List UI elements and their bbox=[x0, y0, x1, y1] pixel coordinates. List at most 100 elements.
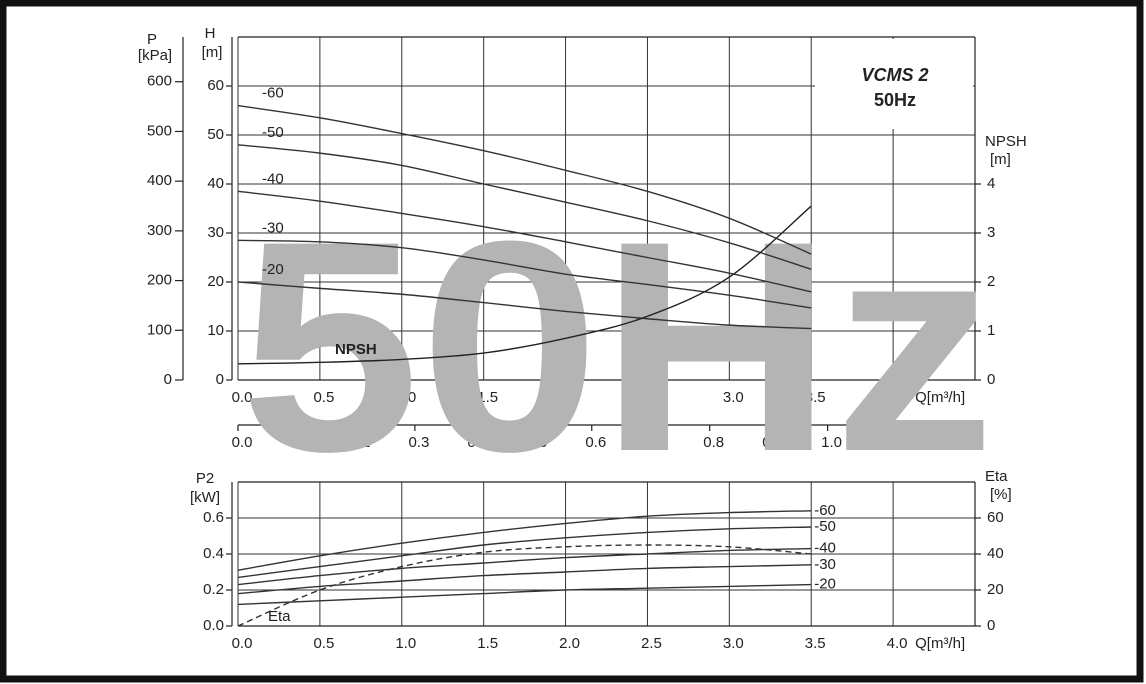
x-tick-label: 3.0 bbox=[723, 635, 744, 652]
p-tick-label: 200 bbox=[147, 272, 172, 289]
y-tick-label: 0 bbox=[216, 371, 224, 388]
series-label: -50 bbox=[262, 124, 284, 141]
x-tick-label: 0.0 bbox=[232, 389, 253, 406]
y2-axis-label: Eta bbox=[985, 468, 1008, 485]
x2-tick-label: 0.1 bbox=[291, 434, 312, 451]
x-tick-label: 1.0 bbox=[395, 389, 416, 406]
y2-tick-label: 3 bbox=[987, 224, 995, 241]
y2-axis-unit: [%] bbox=[990, 486, 1012, 503]
x-axis-label: Q[m³/h] bbox=[915, 635, 965, 652]
curve bbox=[237, 564, 812, 595]
series-label: -20 bbox=[262, 261, 284, 278]
x-tick-label: 1.5 bbox=[477, 389, 498, 406]
series-label: -60 bbox=[262, 85, 284, 102]
y2-tick-label: 0 bbox=[987, 617, 995, 634]
y-axis-label: P2 bbox=[196, 470, 214, 487]
x2-tick-label: 0.2 bbox=[349, 434, 370, 451]
x2-tick-label: 0.5 bbox=[526, 434, 547, 451]
x-tick-label: 0.5 bbox=[313, 635, 334, 652]
x-tick-label: 2.0 bbox=[559, 389, 580, 406]
y-tick-label: 40 bbox=[207, 175, 224, 192]
series-label: -30 bbox=[262, 219, 284, 236]
x-tick-label: 4.0 bbox=[887, 389, 908, 406]
p-tick-label: 100 bbox=[147, 321, 172, 338]
y-tick-label: 0.0 bbox=[203, 617, 224, 634]
x2-tick-label: 0.8 bbox=[703, 434, 724, 451]
curve bbox=[237, 205, 812, 365]
curve bbox=[237, 544, 812, 627]
watermark: 50Hz bbox=[240, 178, 995, 514]
y-tick-label: 60 bbox=[207, 77, 224, 94]
x-tick-label: 0.5 bbox=[313, 389, 334, 406]
y-axis-unit: [m] bbox=[202, 44, 223, 61]
curve bbox=[237, 583, 812, 606]
curve bbox=[237, 144, 812, 270]
series-label: -40 bbox=[262, 170, 284, 187]
y2-tick-label: 4 bbox=[987, 175, 995, 192]
p-axis-unit: [kPa] bbox=[138, 47, 172, 64]
p-axis-label: P bbox=[147, 31, 157, 48]
x2-tick-label: 0.9 bbox=[762, 434, 783, 451]
series-label: -60 bbox=[814, 502, 836, 519]
y-tick-label: 0.4 bbox=[203, 545, 224, 562]
chart-subtitle: 50Hz bbox=[874, 90, 916, 110]
p-tick-label: 600 bbox=[147, 73, 172, 90]
y2-tick-label: 20 bbox=[987, 581, 1004, 598]
x2-axis-label: Q [l/S] bbox=[910, 434, 952, 451]
y2-tick-label: 2 bbox=[987, 273, 995, 290]
p-tick-label: 400 bbox=[147, 172, 172, 189]
y-tick-label: 30 bbox=[207, 224, 224, 241]
x-tick-label: 0.0 bbox=[232, 635, 253, 652]
curve bbox=[237, 190, 812, 293]
x2-tick-label: 1.1 bbox=[880, 434, 901, 451]
series-label: Eta bbox=[268, 608, 291, 625]
series-label: -50 bbox=[814, 518, 836, 535]
x2-tick-label: 0.3 bbox=[408, 434, 429, 451]
y2-axis-unit: [m] bbox=[990, 151, 1011, 168]
x-tick-label: 3.5 bbox=[805, 635, 826, 652]
curve bbox=[237, 104, 812, 255]
curve bbox=[237, 510, 812, 571]
x-tick-label: 2.5 bbox=[641, 635, 662, 652]
curve bbox=[237, 547, 812, 586]
p-tick-label: 500 bbox=[147, 122, 172, 139]
y2-tick-label: 0 bbox=[987, 371, 995, 388]
x-tick-label: 3.5 bbox=[805, 389, 826, 406]
curve bbox=[237, 526, 812, 579]
y2-tick-label: 60 bbox=[987, 509, 1004, 526]
y2-tick-label: 1 bbox=[987, 322, 995, 339]
y2-tick-label: 40 bbox=[987, 545, 1004, 562]
x2-tick-label: 0.4 bbox=[467, 434, 488, 451]
chart-title: VCMS 2 bbox=[861, 65, 928, 85]
y-tick-label: 50 bbox=[207, 126, 224, 143]
x-tick-label: 1.5 bbox=[477, 635, 498, 652]
x2-tick-label: 0.0 bbox=[232, 434, 253, 451]
series-label: -40 bbox=[814, 540, 836, 557]
series-label: -30 bbox=[814, 556, 836, 573]
p-tick-label: 0 bbox=[164, 371, 172, 388]
y-tick-label: 0.6 bbox=[203, 509, 224, 526]
x2-tick-label: 1.0 bbox=[821, 434, 842, 451]
x-tick-label: 2.0 bbox=[559, 635, 580, 652]
x-axis-label: Q[m³/h] bbox=[915, 389, 965, 406]
y-axis-unit: [kW] bbox=[190, 489, 220, 506]
series-label: NPSH bbox=[335, 341, 377, 358]
y-tick-label: 0.2 bbox=[203, 581, 224, 598]
series-label: -20 bbox=[814, 576, 836, 593]
x-tick-label: 4.0 bbox=[887, 635, 908, 652]
x2-tick-label: 0.7 bbox=[644, 434, 665, 451]
y-tick-label: 20 bbox=[207, 273, 224, 290]
y2-axis-label: NPSH bbox=[985, 133, 1027, 150]
curve bbox=[237, 281, 812, 330]
x2-tick-label: 0.6 bbox=[585, 434, 606, 451]
p-tick-label: 300 bbox=[147, 222, 172, 239]
curve bbox=[237, 239, 812, 309]
x-tick-label: 3.0 bbox=[723, 389, 744, 406]
title-box bbox=[815, 39, 973, 129]
x-tick-label: 2.5 bbox=[641, 389, 662, 406]
x-tick-label: 1.0 bbox=[395, 635, 416, 652]
y-tick-label: 10 bbox=[207, 322, 224, 339]
y-axis-label: H bbox=[205, 25, 216, 42]
